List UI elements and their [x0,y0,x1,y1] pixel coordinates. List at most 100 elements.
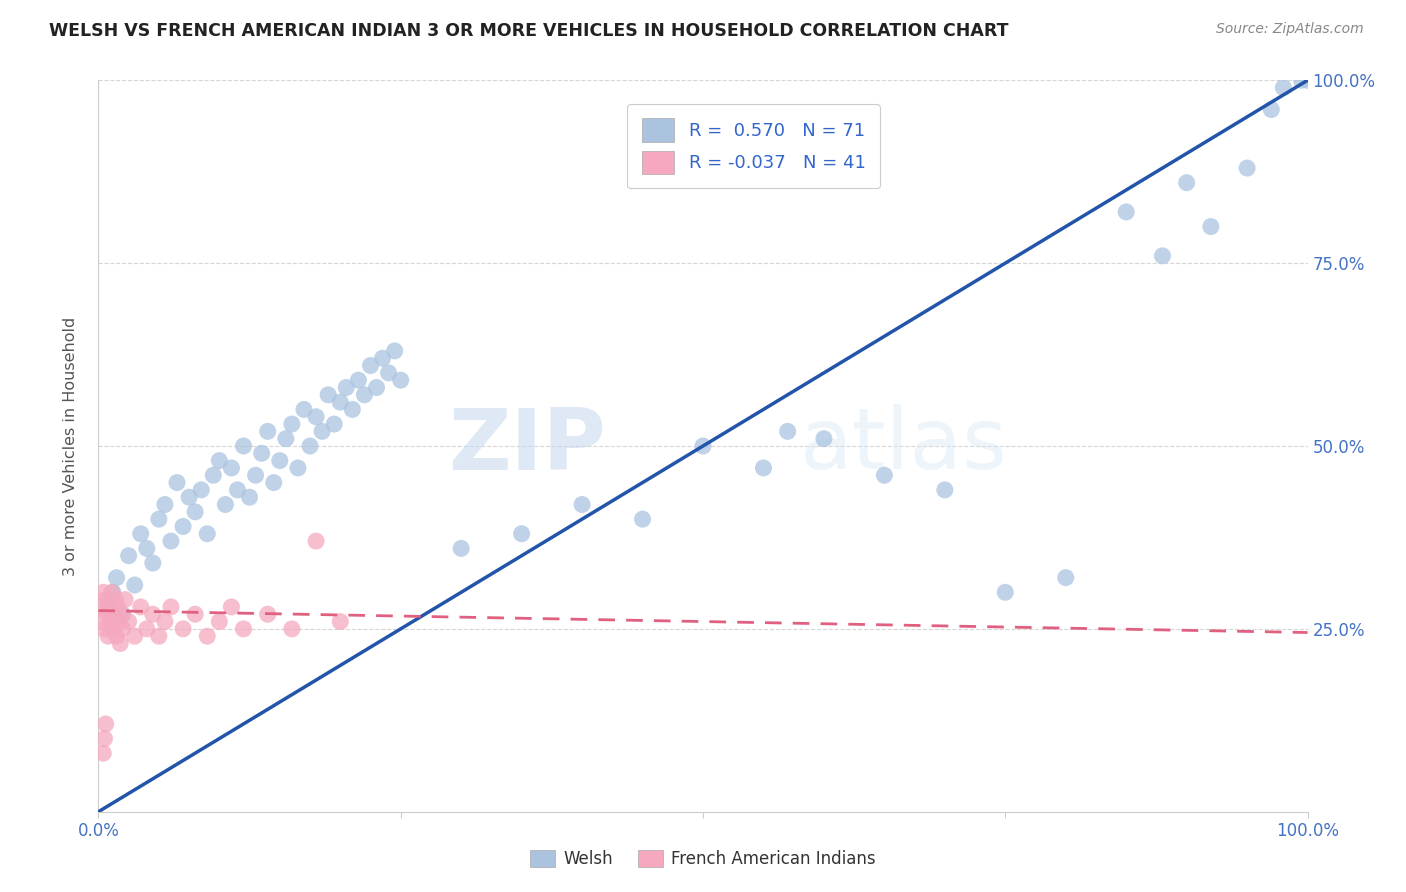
Point [342,402,364,417]
Point [274,432,297,446]
Y-axis label: 3 or more Vehicles in Household: 3 or more Vehicles in Household [63,317,77,575]
Point [292,402,315,417]
Point [172,622,194,636]
Point [148,512,170,526]
Point [360,359,382,373]
Point [148,629,170,643]
Point [299,439,322,453]
Point [873,468,896,483]
Point [510,526,533,541]
Point [256,607,278,622]
Point [208,453,231,467]
Point [239,490,262,504]
Point [104,592,127,607]
Point [316,388,339,402]
Point [371,351,394,366]
Point [1115,205,1137,219]
Point [90,599,112,614]
Point [91,746,114,760]
Point [329,395,352,409]
Point [172,519,194,533]
Point [353,388,375,402]
Point [287,461,309,475]
Text: Source: ZipAtlas.com: Source: ZipAtlas.com [1216,22,1364,37]
Point [1260,103,1282,117]
Point [323,417,346,431]
Point [94,717,117,731]
Point [281,417,304,431]
Point [631,512,654,526]
Point [232,439,254,453]
Point [208,615,231,629]
Point [118,549,141,563]
Point [153,615,176,629]
Point [335,380,357,394]
Point [813,432,835,446]
Point [245,468,267,483]
Point [377,366,399,380]
Point [195,629,218,643]
Point [160,534,183,549]
Point [93,731,115,746]
Point [776,425,799,439]
Point [160,599,183,614]
Point [103,607,125,622]
Point [347,373,370,387]
Point [1272,80,1295,95]
Point [142,607,165,622]
Point [101,622,124,636]
Point [1236,161,1258,175]
Point [571,498,593,512]
Legend: R =  0.570   N = 71, R = -0.037   N = 41: R = 0.570 N = 71, R = -0.037 N = 41 [627,104,880,188]
Point [118,615,141,629]
Point [692,439,714,453]
Point [100,615,122,629]
Point [129,599,152,614]
Point [1152,249,1174,263]
Point [124,578,146,592]
Text: WELSH VS FRENCH AMERICAN INDIAN 3 OR MORE VEHICLES IN HOUSEHOLD CORRELATION CHAR: WELSH VS FRENCH AMERICAN INDIAN 3 OR MOR… [49,22,1008,40]
Point [91,615,114,629]
Point [226,483,249,497]
Point [311,425,333,439]
Point [135,622,157,636]
Point [1296,73,1319,87]
Point [934,483,956,497]
Point [214,498,236,512]
Point [1175,176,1198,190]
Point [450,541,472,556]
Point [93,622,115,636]
Point [269,453,291,467]
Point [190,483,212,497]
Point [124,629,146,643]
Point [96,607,118,622]
Point [221,461,243,475]
Point [1199,219,1222,234]
Point [179,490,201,504]
Point [142,556,165,570]
Point [389,373,412,387]
Point [97,599,120,614]
Point [129,526,152,541]
Point [105,629,128,643]
Point [184,607,207,622]
Point [256,425,278,439]
Point [366,380,388,394]
Point [263,475,285,490]
Point [108,636,131,650]
Point [752,461,775,475]
Point [195,526,218,541]
Point [384,343,406,358]
Point [98,599,121,614]
Point [232,622,254,636]
Point [153,498,176,512]
Point [91,585,114,599]
Point [108,615,131,629]
Point [305,534,328,549]
Legend: Welsh, French American Indians: Welsh, French American Indians [523,843,883,875]
Point [250,446,273,460]
Point [184,505,207,519]
Point [281,622,304,636]
Point [110,607,132,622]
Point [135,541,157,556]
